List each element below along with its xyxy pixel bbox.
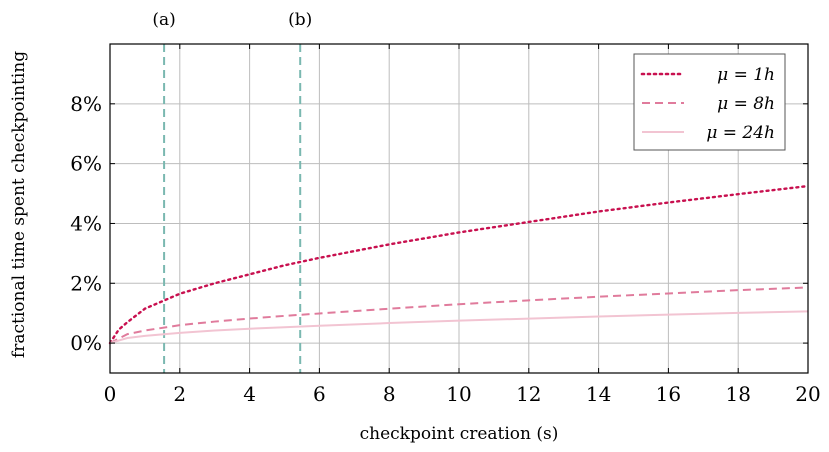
legend-symbol: μ: [717, 65, 733, 85]
legend-label: μ = 1h: [717, 65, 775, 85]
legend-label: μ = 24h: [706, 123, 775, 143]
marker-label: (b): [288, 10, 312, 30]
y-tick-label: 8%: [70, 92, 102, 116]
x-tick-label: 14: [586, 382, 611, 406]
legend-symbol: μ: [717, 94, 733, 114]
x-tick-label: 12: [516, 382, 541, 406]
legend-value: = 24h: [723, 123, 775, 143]
x-tick-label: 20: [795, 382, 820, 406]
x-tick-label: 2: [173, 382, 186, 406]
legend: μ = 1hμ = 8hμ = 24h: [633, 53, 786, 151]
x-tick-label: 4: [243, 382, 256, 406]
legend-value: = 8h: [734, 94, 775, 114]
series-line: [109, 310, 809, 345]
data-series: [108, 184, 810, 345]
legend-label: μ = 8h: [717, 94, 775, 114]
x-tick-label: 10: [446, 382, 471, 406]
marker-label: (a): [152, 10, 175, 30]
x-axis-title: checkpoint creation (s): [360, 424, 559, 444]
y-tick-label: 4%: [70, 211, 102, 235]
x-tick-label: 18: [725, 382, 750, 406]
legend-value: = 1h: [734, 65, 775, 85]
series-line: [108, 184, 810, 345]
x-tick-label: 16: [656, 382, 681, 406]
y-tick-label: 2%: [70, 271, 102, 295]
y-axis-title: fractional time spent checkpointing: [9, 51, 29, 358]
y-tick-label: 6%: [70, 152, 102, 176]
series-line: [109, 286, 809, 344]
x-tick-label: 8: [383, 382, 396, 406]
y-tick-label: 0%: [70, 331, 102, 355]
axis-ticks: 0 2 4 6 8 10 12 14 16 18 20 0% 2% 4% 6% 8%: [70, 44, 821, 406]
legend-symbol: μ: [706, 123, 722, 143]
vertical-markers: (a) (b): [152, 10, 312, 373]
x-tick-label: 6: [313, 382, 326, 406]
x-tick-label: 0: [104, 382, 117, 406]
